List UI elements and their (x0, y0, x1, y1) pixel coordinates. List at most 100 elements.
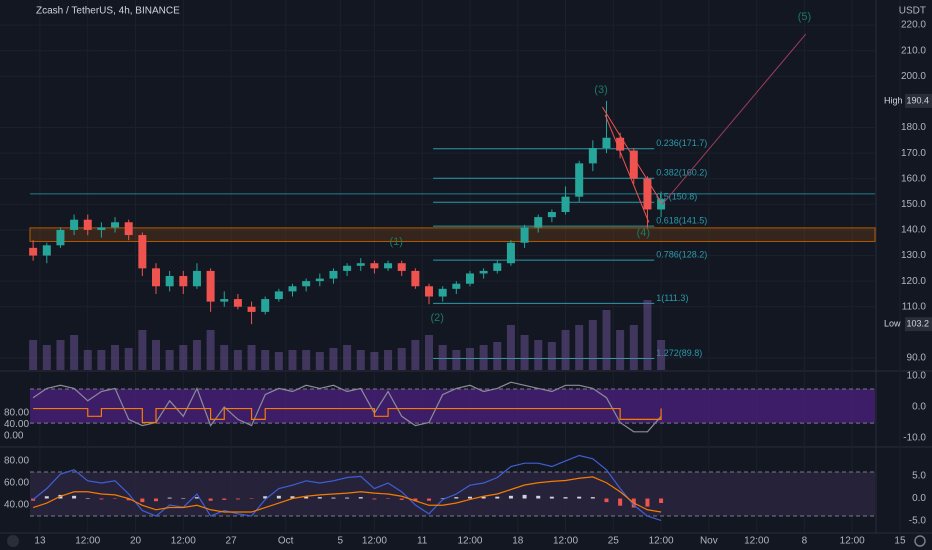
histogram-bar (590, 497, 595, 499)
volume-bar (629, 325, 638, 370)
volume-bar (56, 340, 65, 370)
candle-body (165, 276, 174, 287)
settings-icon[interactable] (914, 535, 926, 547)
x-tick-label: 11 (417, 536, 428, 547)
x-tick-label: 20 (130, 536, 142, 547)
x-tick-label: 18 (512, 536, 524, 547)
y2-tick-label: -5.0 (909, 516, 927, 527)
histogram-bar (194, 497, 199, 499)
volume-bar (315, 352, 324, 370)
x-tick-label: 27 (226, 536, 238, 547)
candle-body (575, 163, 584, 197)
volume-bar (192, 340, 201, 370)
histogram-bar (549, 496, 554, 499)
candle-body (397, 263, 406, 271)
candle-body (83, 219, 92, 230)
candle-body (138, 235, 147, 269)
wave-label: (1) (390, 236, 403, 248)
candle-body (588, 148, 597, 164)
candle-body (29, 247, 38, 256)
histogram-bar (522, 494, 527, 499)
histogram-bar (222, 498, 227, 500)
candle-body (111, 222, 120, 228)
volume-bar (465, 348, 474, 370)
y-tick-label: 150.0 (901, 199, 926, 210)
y-tick-label: 140.0 (901, 225, 926, 236)
volume-bar (506, 325, 515, 370)
volume-bar (479, 345, 488, 370)
y-tick-label: 110.0 (902, 301, 927, 312)
candle-body (452, 283, 461, 289)
volume-bar (657, 340, 666, 370)
fib-label: 1(111.3) (656, 293, 688, 303)
histogram-bar (276, 495, 281, 499)
x-tick-label: 12:00 (649, 536, 674, 547)
volume-bar (602, 310, 611, 370)
histogram-bar (113, 498, 118, 500)
y2-tick-label: -10.0 (903, 433, 926, 444)
histogram-bar (604, 498, 609, 503)
histogram-bar (508, 495, 513, 499)
candle-body (302, 281, 311, 287)
wave-label: (4) (637, 227, 650, 239)
candle-body (220, 299, 229, 302)
price-tag-value: 103.2 (906, 319, 929, 329)
candle-body (643, 178, 652, 210)
histogram-bar (577, 496, 582, 499)
candle-body (315, 278, 324, 282)
trend-line (601, 106, 663, 205)
histogram-bar (99, 498, 104, 500)
volume-bar (83, 350, 92, 370)
histogram-bar (317, 497, 322, 499)
volume-bar (616, 330, 625, 370)
x-tick-label: 13 (34, 536, 46, 547)
logo-icon[interactable] (7, 535, 19, 547)
histogram-bar (304, 496, 309, 499)
volume-bar (643, 300, 652, 370)
candle-body (629, 150, 638, 179)
volume-bar (438, 345, 447, 370)
candle-body (465, 273, 474, 284)
fib-label: 1.272(89.8) (656, 348, 702, 358)
volume-bar (370, 352, 379, 370)
x-tick-label: 12:00 (744, 536, 769, 547)
y-tick-label: 170.0 (901, 148, 926, 159)
candle-body (70, 219, 79, 230)
candle-body (192, 270, 201, 287)
histogram-bar (235, 498, 240, 500)
candle-body (493, 263, 502, 271)
histogram-bar (386, 498, 391, 500)
candle-body (56, 229, 65, 246)
y-tick-label: 90.0 (907, 353, 927, 364)
wave-label: (2) (430, 312, 443, 324)
candle-body (657, 199, 666, 210)
volume-bar (151, 340, 160, 370)
y-tick-label: 120.0 (901, 276, 926, 287)
histogram-bar (167, 497, 172, 499)
volume-bar (165, 350, 174, 370)
x-tick-label: Oct (278, 536, 294, 547)
x-tick-label: 12:00 (75, 536, 100, 547)
volume-bar (302, 350, 311, 370)
candle-body (561, 196, 570, 213)
indicator-line (32, 381, 662, 433)
y-tick-label: 40.00 (4, 500, 29, 511)
volume-bar (588, 320, 597, 370)
volume-bar (356, 350, 365, 370)
histogram-bar (126, 498, 131, 501)
candle-body (411, 270, 420, 287)
histogram-bar (181, 498, 186, 500)
y-tick-label: 180.0 (901, 122, 926, 133)
histogram-bar (208, 498, 213, 501)
candle-body (233, 299, 242, 307)
candle-body (520, 227, 529, 243)
volume-bar (452, 350, 461, 370)
candle-body (356, 263, 365, 266)
volume-bar (179, 345, 188, 370)
histogram-bar (659, 498, 664, 504)
y-tick-label: 40.00 (4, 419, 29, 430)
volume-bar (329, 348, 338, 370)
